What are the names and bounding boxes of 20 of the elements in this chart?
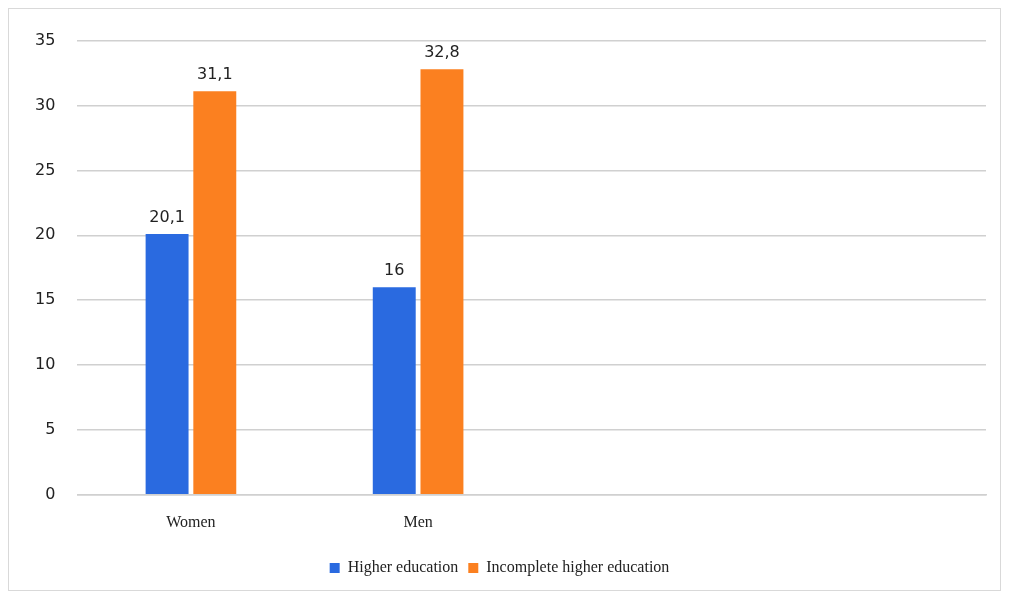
bar xyxy=(193,91,237,495)
data-label: 31,1 xyxy=(196,64,233,84)
bar xyxy=(420,69,464,495)
data-label: 32,8 xyxy=(424,42,460,62)
y-tick-label: 20 xyxy=(35,224,56,244)
y-tick-label: 25 xyxy=(35,159,56,179)
y-tick-label: 30 xyxy=(35,94,56,114)
data-label: 16 xyxy=(384,260,405,280)
y-tick-label: 35 xyxy=(35,29,56,49)
y-tick-label: 10 xyxy=(35,354,56,374)
legend-label: Higher education xyxy=(347,558,459,577)
y-tick-label: 0 xyxy=(45,483,56,503)
legend-label: Incomplete higher education xyxy=(486,558,670,577)
bar xyxy=(145,233,189,495)
y-tick-label: 5 xyxy=(45,419,56,439)
x-tick-label: Women xyxy=(166,512,216,530)
x-tick-label: Men xyxy=(403,512,433,530)
y-tick-label: 15 xyxy=(35,289,56,309)
data-label: 20,1 xyxy=(149,207,185,227)
bar xyxy=(372,287,416,495)
